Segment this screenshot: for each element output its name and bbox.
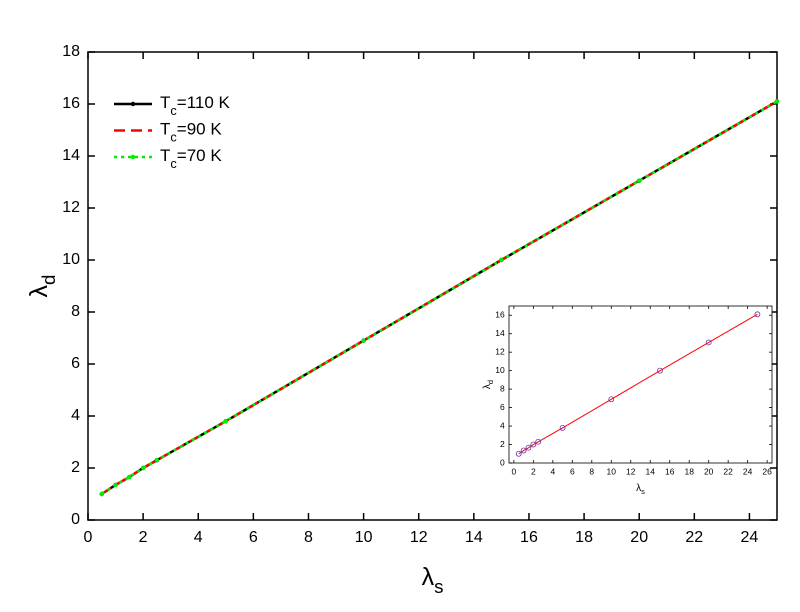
point (520, 447, 527, 454)
legend-label: Tc=90 K (160, 120, 222, 144)
point (559, 425, 566, 431)
y-tick-label: 14 (495, 328, 505, 338)
legend-label: Tc=110 K (160, 93, 231, 117)
y-tick-label: 2 (71, 459, 80, 476)
point (499, 257, 504, 263)
point (99, 491, 104, 497)
x-tick-label: 16 (665, 467, 675, 477)
y-tick-label: 12 (62, 199, 80, 216)
point (705, 339, 712, 346)
point (127, 474, 132, 480)
point (525, 444, 532, 451)
x-tick-label: 2 (139, 529, 148, 546)
point (608, 396, 615, 403)
x-tick-label: 26 (762, 467, 772, 477)
x-tick-label: 6 (570, 467, 575, 477)
y-tick-label: 8 (71, 303, 80, 320)
point (361, 338, 366, 343)
x-tick-label: 22 (685, 529, 703, 546)
x-axis-label: λs (422, 563, 444, 598)
x-tick-label: 14 (465, 529, 483, 546)
legend-marker (130, 101, 136, 107)
y-tick-label: 4 (500, 420, 505, 430)
y-tick-label: 0 (500, 457, 505, 467)
y-tick-label: 10 (495, 365, 505, 375)
x-tick-label: 0 (84, 529, 93, 546)
x-tick-label: 0 (512, 467, 517, 477)
x-tick-label: 24 (741, 529, 759, 546)
legend-label: Tc=70 K (160, 146, 222, 170)
series-line (101, 100, 778, 496)
y-tick-label: 18 (62, 43, 80, 60)
y-tick-label: 6 (71, 355, 80, 372)
y-tick-label: 6 (500, 402, 505, 412)
x-tick-label: 12 (410, 529, 428, 546)
point (535, 438, 542, 445)
x-tick-label: 4 (194, 529, 203, 546)
point (154, 458, 160, 463)
y-axis-label: λd (25, 275, 60, 298)
y-tick-label: 16 (62, 95, 80, 112)
x-tick-label: 18 (575, 529, 593, 546)
x-tick-label: 16 (520, 529, 538, 546)
x-axis-label: λs (636, 483, 645, 497)
x-tick-label: 14 (646, 467, 656, 477)
y-tick-label: 0 (71, 511, 80, 528)
x-tick-label: 8 (304, 529, 313, 546)
x-tick-label: 12 (626, 467, 636, 477)
point (113, 482, 118, 488)
y-tick-label: 2 (500, 439, 505, 449)
y-tick-label: 16 (495, 309, 505, 319)
point (515, 450, 522, 457)
point (140, 465, 146, 471)
x-tick-label: 10 (355, 529, 373, 546)
x-tick-label: 2 (531, 467, 536, 477)
point (530, 441, 537, 448)
x-tick-label: 4 (550, 467, 555, 477)
x-tick-label: 10 (607, 467, 617, 477)
x-tick-label: 20 (704, 467, 714, 477)
x-tick-label: 18 (684, 467, 694, 477)
point (774, 99, 780, 104)
x-tick-label: 24 (743, 467, 753, 477)
y-tick-label: 14 (62, 147, 80, 164)
x-tick-label: 22 (723, 467, 733, 477)
x-tick-label: 6 (249, 529, 258, 546)
y-tick-label: 12 (495, 346, 505, 356)
point (637, 178, 642, 183)
y-tick-label: 4 (71, 407, 80, 424)
y-tick-label: 10 (62, 251, 80, 268)
y-axis-label: λd (482, 380, 496, 389)
legend-marker (130, 154, 136, 160)
plot-area (508, 305, 773, 464)
x-tick-label: 8 (589, 467, 594, 477)
x-tick-label: 20 (630, 529, 648, 546)
point (223, 419, 228, 424)
point (754, 311, 761, 318)
y-tick-label: 8 (500, 383, 505, 393)
point (657, 367, 663, 374)
